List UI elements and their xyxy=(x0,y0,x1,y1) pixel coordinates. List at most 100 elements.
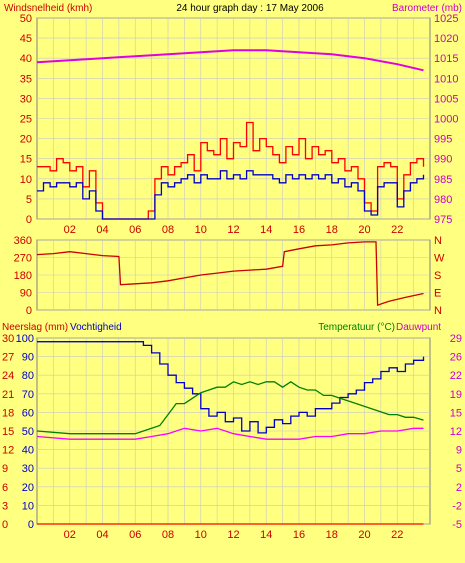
wind-y-tick: 25 xyxy=(20,114,32,126)
rain-y-tick: 15 xyxy=(2,426,14,438)
wind-y-tick: 40 xyxy=(20,53,32,65)
humidity-y-tick: 100 xyxy=(16,333,34,345)
direction-y-tick: 180 xyxy=(14,270,32,282)
x-tick-label: 22 xyxy=(391,529,403,541)
x-tick-label: 06 xyxy=(129,529,141,541)
compass-label: S xyxy=(434,270,441,282)
temperature-y-tick: 26 xyxy=(450,352,462,364)
barometer-y-tick: 1010 xyxy=(434,73,458,85)
temperature-y-tick: 29 xyxy=(450,333,462,345)
wind-y-tick: 50 xyxy=(20,13,32,25)
temperature-y-tick: 15 xyxy=(450,407,462,419)
x-tick-label: 12 xyxy=(227,224,239,236)
temperature-y-tick: -5 xyxy=(452,519,462,531)
x-tick-label: 22 xyxy=(391,224,403,236)
rain-y-tick: 21 xyxy=(2,389,14,401)
compass-label: W xyxy=(434,253,445,265)
humidity-axis-title: Vochtigheid xyxy=(70,322,122,333)
chart-title: 24 hour graph day : 17 May 2006 xyxy=(176,3,324,14)
direction-y-tick: 270 xyxy=(14,253,32,265)
rain-y-tick: 12 xyxy=(2,445,14,457)
humidity-y-tick: 0 xyxy=(28,519,34,531)
average-line xyxy=(37,170,425,220)
x-tick-label: 08 xyxy=(162,529,174,541)
rain-y-tick: 3 xyxy=(2,500,8,512)
wind-y-tick: 15 xyxy=(20,154,32,166)
temperature-axis-title: Temperatuur (°C) xyxy=(318,322,395,333)
direction-y-tick: 90 xyxy=(20,288,32,300)
humidity-y-tick: 60 xyxy=(22,407,34,419)
x-tick-label: 02 xyxy=(64,224,76,236)
temperature-y-tick: 2 xyxy=(456,482,462,494)
barometer-y-tick: 975 xyxy=(434,214,452,226)
rain-y-tick: 9 xyxy=(2,463,8,475)
barometer-y-tick: 1005 xyxy=(434,93,458,105)
x-tick-label: 06 xyxy=(129,224,141,236)
x-tick-label: 14 xyxy=(260,224,272,236)
temperature-y-tick: 22 xyxy=(450,370,462,382)
barometer-y-tick: 980 xyxy=(434,194,452,206)
humidity-y-tick: 20 xyxy=(22,482,34,494)
humidity-y-tick: 40 xyxy=(22,445,34,457)
wind-y-tick: 5 xyxy=(26,194,32,206)
temperature-y-tick: -2 xyxy=(452,500,462,512)
x-tick-label: 08 xyxy=(162,224,174,236)
wind-y-tick: 0 xyxy=(26,214,32,226)
rain-y-tick: 27 xyxy=(2,352,14,364)
compass-label: E xyxy=(434,288,441,300)
rain-y-tick: 0 xyxy=(2,519,8,531)
x-tick-label: 20 xyxy=(358,529,370,541)
barometer-y-tick: 1000 xyxy=(434,114,458,126)
direction-y-tick: 0 xyxy=(26,305,32,317)
humidity-y-tick: 10 xyxy=(22,500,34,512)
x-tick-label: 16 xyxy=(293,224,305,236)
x-tick-label: 04 xyxy=(96,224,108,236)
barometer-y-tick: 990 xyxy=(434,154,452,166)
x-tick-label: 04 xyxy=(96,529,108,541)
rain-y-tick: 30 xyxy=(2,333,14,345)
wind-y-tick: 20 xyxy=(20,134,32,146)
barometer-y-tick: 985 xyxy=(434,174,452,186)
humidity-y-tick: 90 xyxy=(22,352,34,364)
temperature-y-tick: 12 xyxy=(450,426,462,438)
rain-y-tick: 18 xyxy=(2,407,14,419)
x-tick-label: 18 xyxy=(326,224,338,236)
compass-label: N xyxy=(434,235,442,247)
compass-label: N xyxy=(434,305,442,317)
humidity-y-tick: 80 xyxy=(22,370,34,382)
direction-line xyxy=(36,241,424,306)
humidity-y-tick: 30 xyxy=(22,463,34,475)
barometer-y-tick: 1020 xyxy=(434,33,458,45)
temperature-y-tick: 9 xyxy=(456,445,462,457)
x-tick-label: 14 xyxy=(260,529,272,541)
wind-axis-title: Windsnelheid (kmh) xyxy=(4,3,92,14)
wind-y-tick: 10 xyxy=(20,174,32,186)
direction-y-tick: 360 xyxy=(14,235,32,247)
x-tick-label: 18 xyxy=(326,529,338,541)
wind-y-tick: 30 xyxy=(20,93,32,105)
barometer-axis-title: Barometer (mb) xyxy=(392,3,462,14)
temperature-y-tick: 19 xyxy=(450,389,462,401)
barometer-line xyxy=(36,49,424,72)
x-tick-label: 10 xyxy=(195,224,207,236)
x-tick-label: 02 xyxy=(64,529,76,541)
x-tick-label: 20 xyxy=(358,224,370,236)
barometer-y-tick: 1015 xyxy=(434,53,458,65)
barometer-y-tick: 1025 xyxy=(434,13,458,25)
barometer-y-tick: 995 xyxy=(434,134,452,146)
dewpoint-line xyxy=(36,427,424,440)
dewpoint-axis-title: Dauwpunt xyxy=(396,322,441,333)
temperature-line xyxy=(36,381,424,435)
wind-y-tick: 45 xyxy=(20,33,32,45)
x-tick-label: 12 xyxy=(227,529,239,541)
humidity-y-tick: 70 xyxy=(22,389,34,401)
rain-y-tick: 24 xyxy=(2,370,14,382)
wind-y-tick: 35 xyxy=(20,73,32,85)
x-tick-label: 10 xyxy=(195,529,207,541)
humidity-y-tick: 50 xyxy=(22,426,34,438)
series-layer xyxy=(36,49,425,525)
rain-axis-title: Neerslag (mm) xyxy=(2,322,68,333)
x-tick-label: 16 xyxy=(293,529,305,541)
